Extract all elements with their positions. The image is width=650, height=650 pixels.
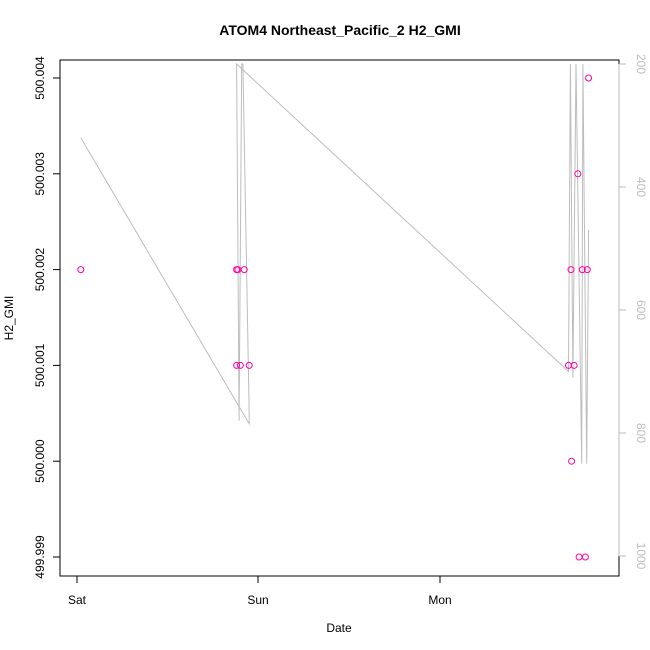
data-point [567, 266, 575, 274]
data-point [236, 361, 244, 369]
x-tick-label: Sun [247, 593, 268, 607]
data-point [581, 553, 589, 561]
x-axis: Sat Sun Mon [68, 575, 452, 607]
line-layer [80, 62, 590, 464]
y-right-tick-label: 400 [634, 177, 648, 197]
data-point [578, 266, 586, 274]
data-point [245, 361, 253, 369]
y-tick-label: 499.999 [33, 535, 47, 579]
y-tick-label: 500.001 [33, 343, 47, 387]
x-tick-label: Sat [68, 593, 87, 607]
data-point [568, 457, 576, 465]
y-right-tick-label: 800 [634, 423, 648, 443]
data-point [585, 74, 593, 82]
y-right-tick-label: 600 [634, 300, 648, 320]
y-right-tick-label: 1000 [634, 543, 648, 570]
data-point [583, 266, 591, 274]
data-point [77, 266, 85, 274]
point-layer [77, 74, 593, 561]
y-tick-label: 500.000 [33, 439, 47, 483]
data-point [574, 170, 582, 178]
y-tick-label: 500.002 [33, 248, 47, 292]
y-tick-label: 500.003 [33, 152, 47, 196]
x-tick-label: Mon [428, 593, 451, 607]
plot-frame [59, 59, 620, 577]
chart-title: ATOM4 Northeast_Pacific_2 H2_GMI [219, 22, 460, 38]
y-axis-right: 200 400 600 800 1000 [618, 54, 648, 570]
y-axis-left: 499.999 500.000 500.001 500.002 500.003 500.0… [33, 56, 61, 579]
data-point [240, 266, 248, 274]
data-point [570, 361, 578, 369]
data-point [575, 553, 583, 561]
data-point [233, 361, 241, 369]
y-right-tick-label: 200 [634, 54, 648, 74]
series-line [80, 62, 590, 464]
x-axis-label: Date [326, 621, 352, 635]
y-axis-label: H2_GMI [2, 296, 16, 341]
y-tick-label: 500.004 [33, 56, 47, 100]
